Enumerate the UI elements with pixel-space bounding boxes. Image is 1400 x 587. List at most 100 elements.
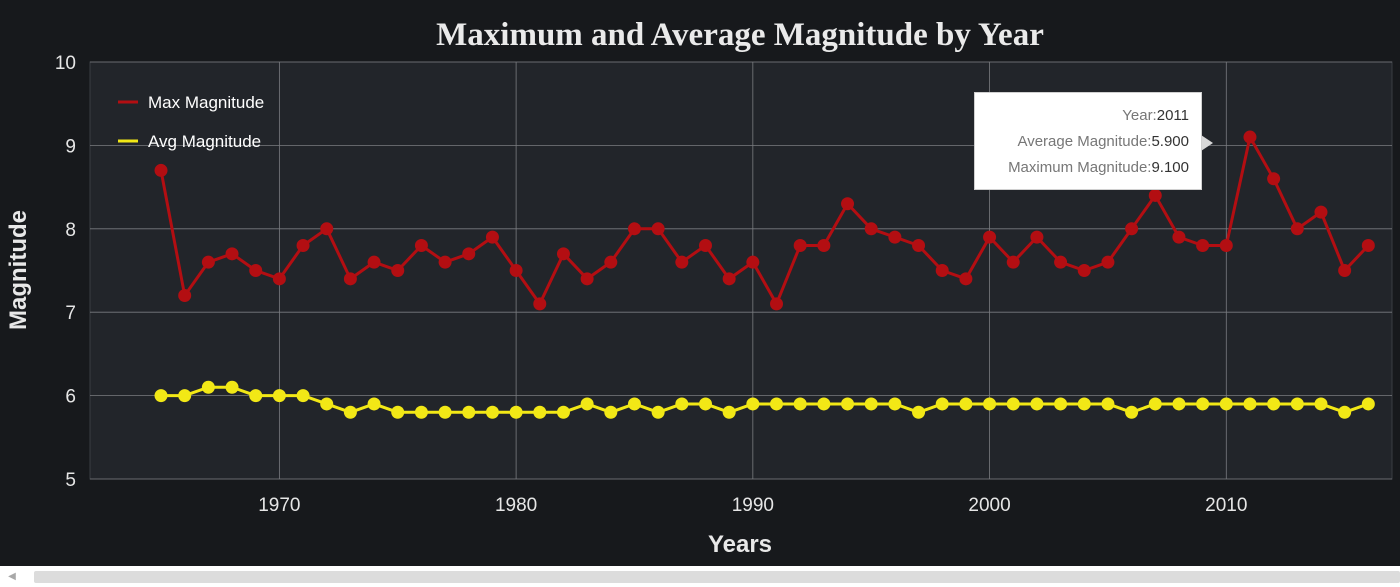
data-point-avg-magnitude[interactable] [533,405,547,419]
horizontal-scrollbar[interactable]: ◀ [0,566,1400,587]
data-point-max-magnitude[interactable] [533,297,547,311]
data-point-max-magnitude[interactable] [651,222,665,236]
data-point-avg-magnitude[interactable] [817,397,831,411]
data-point-avg-magnitude[interactable] [793,397,807,411]
data-point-avg-magnitude[interactable] [864,397,878,411]
data-point-max-magnitude[interactable] [746,255,760,269]
data-point-max-magnitude[interactable] [296,238,310,252]
data-point-max-magnitude[interactable] [367,255,381,269]
data-point-max-magnitude[interactable] [1196,238,1210,252]
data-point-max-magnitude[interactable] [1006,255,1020,269]
data-point-avg-magnitude[interactable] [1267,397,1281,411]
data-point-avg-magnitude[interactable] [1101,397,1115,411]
data-point-avg-magnitude[interactable] [391,405,405,419]
data-point-max-magnitude[interactable] [1314,205,1328,219]
data-point-avg-magnitude[interactable] [272,389,286,403]
data-point-max-magnitude[interactable] [722,272,736,286]
data-point-max-magnitude[interactable] [320,222,334,236]
data-point-avg-magnitude[interactable] [1338,405,1352,419]
data-point-avg-magnitude[interactable] [556,405,570,419]
data-point-avg-magnitude[interactable] [651,405,665,419]
data-point-max-magnitude[interactable] [1077,264,1091,277]
data-point-avg-magnitude[interactable] [1196,397,1210,411]
data-point-max-magnitude[interactable] [959,272,973,286]
data-point-max-magnitude[interactable] [817,238,831,252]
data-point-avg-magnitude[interactable] [1148,397,1162,411]
data-point-max-magnitude[interactable] [1243,130,1257,144]
data-point-avg-magnitude[interactable] [343,405,357,419]
data-point-max-magnitude[interactable] [604,255,618,269]
data-point-max-magnitude[interactable] [1054,255,1068,269]
data-point-avg-magnitude[interactable] [509,405,523,419]
data-point-avg-magnitude[interactable] [1125,405,1139,419]
data-point-avg-magnitude[interactable] [485,405,499,419]
data-point-avg-magnitude[interactable] [1077,397,1091,411]
data-point-max-magnitude[interactable] [438,255,452,269]
data-point-max-magnitude[interactable] [1338,264,1352,277]
data-point-max-magnitude[interactable] [580,272,594,286]
data-point-max-magnitude[interactable] [841,197,855,211]
data-point-max-magnitude[interactable] [793,238,807,252]
data-point-max-magnitude[interactable] [1030,230,1044,244]
data-point-avg-magnitude[interactable] [983,397,997,411]
scroll-left-arrow-icon[interactable]: ◀ [8,571,16,582]
data-point-avg-magnitude[interactable] [1030,397,1044,411]
data-point-avg-magnitude[interactable] [178,389,192,403]
data-point-avg-magnitude[interactable] [367,397,381,411]
data-point-avg-magnitude[interactable] [438,405,452,419]
data-point-avg-magnitude[interactable] [320,397,334,411]
data-point-max-magnitude[interactable] [627,222,641,236]
data-point-max-magnitude[interactable] [1267,172,1281,186]
data-point-max-magnitude[interactable] [770,297,784,311]
data-point-max-magnitude[interactable] [225,247,239,261]
data-point-avg-magnitude[interactable] [1314,397,1328,411]
data-point-avg-magnitude[interactable] [770,397,784,411]
scrollbar-track[interactable] [34,571,1400,583]
data-point-avg-magnitude[interactable] [1243,397,1257,411]
data-point-avg-magnitude[interactable] [154,389,168,403]
data-point-max-magnitude[interactable] [983,230,997,244]
data-point-max-magnitude[interactable] [1125,222,1139,236]
data-point-max-magnitude[interactable] [201,255,215,269]
data-point-avg-magnitude[interactable] [1006,397,1020,411]
data-point-avg-magnitude[interactable] [201,380,215,394]
data-point-avg-magnitude[interactable] [414,405,428,419]
data-point-max-magnitude[interactable] [864,222,878,236]
data-point-max-magnitude[interactable] [1290,222,1304,236]
data-point-max-magnitude[interactable] [485,230,499,244]
data-point-avg-magnitude[interactable] [698,397,712,411]
data-point-max-magnitude[interactable] [272,272,286,286]
data-point-avg-magnitude[interactable] [841,397,855,411]
data-point-max-magnitude[interactable] [1172,230,1186,244]
data-point-avg-magnitude[interactable] [296,389,310,403]
data-point-max-magnitude[interactable] [1361,238,1375,252]
data-point-avg-magnitude[interactable] [959,397,973,411]
data-point-max-magnitude[interactable] [178,289,192,303]
data-point-max-magnitude[interactable] [912,238,926,252]
data-point-max-magnitude[interactable] [462,247,476,261]
data-point-avg-magnitude[interactable] [1172,397,1186,411]
data-point-avg-magnitude[interactable] [580,397,594,411]
data-point-avg-magnitude[interactable] [225,380,239,394]
data-point-max-magnitude[interactable] [935,264,949,277]
data-point-avg-magnitude[interactable] [604,405,618,419]
data-point-max-magnitude[interactable] [249,264,263,277]
data-point-max-magnitude[interactable] [391,264,405,277]
data-point-avg-magnitude[interactable] [627,397,641,411]
data-point-max-magnitude[interactable] [1101,255,1115,269]
data-point-max-magnitude[interactable] [1219,238,1233,252]
data-point-avg-magnitude[interactable] [249,389,263,403]
data-point-avg-magnitude[interactable] [1219,397,1233,411]
data-point-avg-magnitude[interactable] [935,397,949,411]
data-point-max-magnitude[interactable] [698,238,712,252]
data-point-max-magnitude[interactable] [888,230,902,244]
data-point-max-magnitude[interactable] [675,255,689,269]
data-point-max-magnitude[interactable] [1148,188,1162,202]
data-point-avg-magnitude[interactable] [462,405,476,419]
data-point-max-magnitude[interactable] [154,163,168,177]
data-point-avg-magnitude[interactable] [1290,397,1304,411]
data-point-avg-magnitude[interactable] [675,397,689,411]
data-point-avg-magnitude[interactable] [722,405,736,419]
data-point-max-magnitude[interactable] [509,264,523,277]
data-point-avg-magnitude[interactable] [912,405,926,419]
